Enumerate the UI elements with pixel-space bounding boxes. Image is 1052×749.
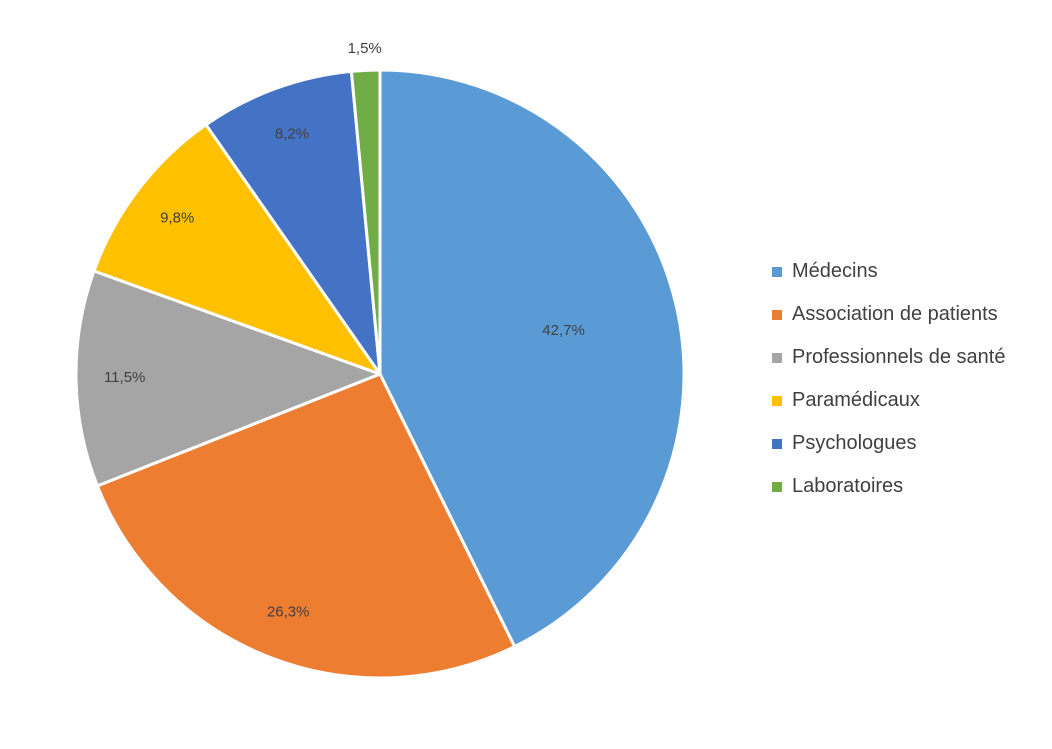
pie-slice-3 [92, 123, 382, 376]
pie-slice-1 [95, 372, 517, 680]
pie-slices [74, 68, 686, 680]
pie-data-labels: 42,7% 26,3% 11,5% 9,8% 8,2% 1,5% [104, 40, 585, 620]
legend-label: Association de patients [792, 303, 998, 325]
pie-slice-2 [74, 269, 382, 488]
pie-data-label: 11,5% [104, 369, 145, 386]
legend-label: Laboratoires [792, 475, 904, 497]
legend-item-medecins: Médecins [772, 250, 1047, 293]
pie-slice-4 [204, 69, 382, 376]
legend-item-laboratoires: Laboratoires [772, 465, 1047, 508]
legend-swatch [772, 266, 782, 277]
legend-label: Médecins [792, 260, 878, 282]
pie-data-label: 26,3% [267, 603, 310, 620]
legend-label: Paramédicaux [792, 389, 920, 411]
legend-item-professionnels-de-sante: Professionnels de santé [772, 336, 1047, 379]
pie-slice-5 [349, 68, 382, 376]
pie-data-label: 9,8% [160, 210, 194, 227]
legend: Médecins Association de patients Profess… [772, 250, 1047, 508]
legend-label: Professionnels de santé [792, 346, 1006, 368]
legend-label: Psychologues [792, 432, 917, 454]
pie-data-label: 8,2% [275, 125, 309, 142]
legend-item-psychologues: Psychologues [772, 422, 1047, 465]
legend-item-paramedicaux: Paramédicaux [772, 379, 1047, 422]
legend-swatch [772, 395, 782, 406]
legend-swatch [772, 438, 782, 449]
legend-swatch [772, 481, 782, 492]
pie-data-label: 1,5% [348, 40, 382, 57]
pie-slice-0 [378, 68, 686, 649]
legend-item-association-de-patients: Association de patients [772, 293, 1047, 336]
pie-data-label: 42,7% [542, 322, 585, 339]
legend-swatch [772, 309, 782, 320]
legend-swatch [772, 352, 782, 363]
